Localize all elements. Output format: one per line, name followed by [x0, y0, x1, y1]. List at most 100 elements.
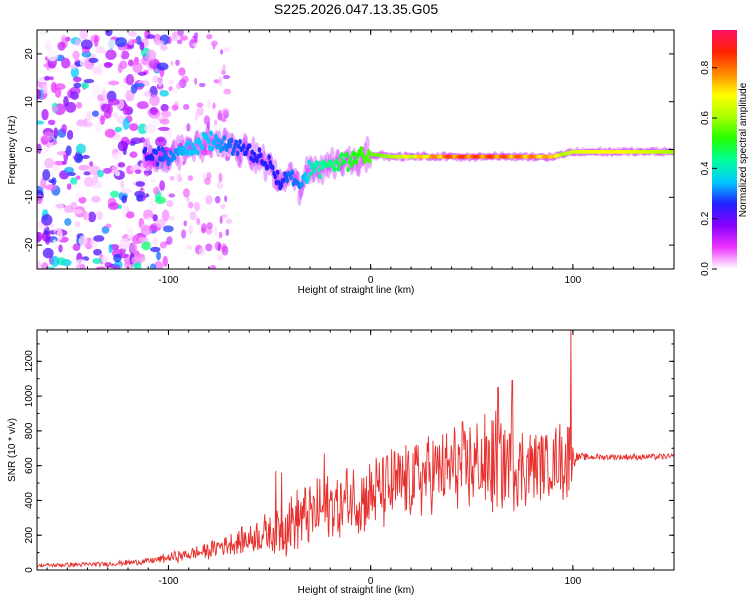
spectrogram-noise-blob	[42, 247, 54, 259]
x-tick-label: -100	[158, 275, 178, 286]
y-tick-label: 1000	[24, 385, 35, 408]
spectrogram-halo	[320, 166, 325, 186]
spectrogram-noise-blob	[80, 39, 93, 50]
spectrogram-noise-blob	[113, 265, 120, 269]
spectrogram-noise-blob	[56, 151, 68, 156]
spectrogram-noise-blob	[145, 49, 157, 61]
spectrogram-noise-blob	[96, 169, 104, 178]
spectrogram-noise-blob	[213, 226, 218, 236]
spectrogram-noise-blob	[159, 90, 170, 97]
spectrogram-noise-blob	[206, 33, 213, 40]
spectrogram-noise-blob	[65, 36, 71, 42]
spectrogram-noise-blob	[175, 59, 180, 66]
spectrogram-x-axis-label: Height of straight line (km)	[298, 285, 415, 296]
colorbar-tick-label: 0.8	[700, 60, 711, 74]
spectrogram-noise-blob	[182, 188, 190, 198]
spectrogram-ridge-cell	[346, 166, 350, 173]
spectrogram-noise-blob	[133, 48, 139, 55]
spectrogram-noise-blob	[213, 79, 220, 84]
spectrogram-noise-blob	[157, 126, 170, 131]
spectrogram-noise-blob	[188, 224, 194, 235]
spectrogram-ridge-cell	[332, 166, 337, 173]
spectrogram-noise-blob	[217, 242, 221, 252]
spectrogram-noise-blob	[72, 50, 80, 60]
spectrogram-noise-blob	[69, 64, 77, 70]
spectrogram-noise-blob	[92, 258, 102, 265]
spectrogram-noise-blob	[220, 49, 224, 55]
spectrogram-noise-blob	[119, 60, 128, 70]
spectrogram-noise-blob	[196, 106, 204, 117]
spectrogram-noise-blob	[122, 117, 130, 130]
spectrogram-noise-blob	[117, 140, 129, 152]
spectrogram-noise-blob	[130, 84, 138, 94]
spectrogram-noise-blob	[160, 103, 169, 112]
spectrogram-ridge-cell	[190, 142, 195, 149]
spectrogram-noise-blob	[37, 120, 45, 125]
spectrogram-ridge-cell	[195, 149, 200, 156]
spectrogram-ridge-cell	[228, 142, 233, 149]
spectrogram-noise-blob	[178, 67, 186, 76]
spectrogram-noise-blob	[176, 171, 182, 181]
spectrogram-halo	[365, 135, 370, 152]
spectrogram-ridge-cell	[154, 149, 159, 156]
spectrogram-noise-blob	[223, 47, 230, 53]
spectrogram-noise-blob	[218, 172, 223, 183]
spectrogram-noise-blob	[83, 176, 94, 188]
spectrogram-noise-blob	[166, 199, 174, 208]
spectrogram-noise-blob	[211, 124, 219, 129]
spectrogram-noise-blob	[204, 177, 211, 185]
spectrogram-ridge-cell	[290, 169, 295, 176]
spectrogram-noise-blob	[137, 71, 147, 76]
spectrogram-noise-blob	[193, 201, 201, 212]
spectrogram-noise-blob	[225, 228, 230, 237]
colorbar-tick-label: 0.0	[700, 262, 711, 276]
spectrogram-noise-blob	[134, 82, 145, 88]
spectrogram-noise-blob	[56, 257, 67, 266]
spectrogram-noise-blob	[64, 218, 72, 226]
spectrogram-noise-blob	[201, 222, 207, 233]
spectrogram-noise-blob	[108, 80, 120, 86]
spectrogram-noise-blob	[167, 36, 172, 45]
spectrogram-halo	[162, 158, 168, 173]
spectrogram-noise-blob	[52, 239, 58, 250]
spectrogram-noise-blob	[96, 210, 103, 220]
spectrogram-noise-blob	[203, 115, 211, 125]
spectrogram-noise-blob	[104, 128, 116, 138]
spectrogram-noise-blob	[132, 62, 143, 74]
spectrogram-noise-blob	[119, 237, 131, 250]
spectrogram-noise-blob	[73, 153, 84, 164]
spectrogram-noise-blob	[156, 251, 161, 261]
spectrogram-noise-blob	[56, 228, 63, 241]
spectrogram-ridge-cell	[234, 139, 239, 146]
spectrogram-noise-blob	[72, 76, 82, 83]
spectrogram-noise-blob	[37, 143, 42, 154]
spectrogram-noise-blob	[212, 42, 216, 50]
spectrogram-ridge-cell	[355, 153, 360, 160]
spectrogram-ridge-cell	[270, 164, 275, 171]
spectrogram-noise-blob	[194, 111, 199, 122]
spectrogram-noise-blob	[149, 198, 157, 211]
spectrogram-noise-blob	[170, 88, 178, 94]
spectrogram-noise-blob	[225, 218, 233, 225]
spectrogram-noise-blob	[41, 108, 49, 121]
spectrogram-noise-blob	[83, 171, 91, 176]
snr-x-axis-label: Height of straight line (km)	[298, 585, 415, 596]
spectrogram-noise-blob	[141, 241, 151, 251]
spectrogram-ridge-cell	[281, 177, 286, 184]
spectrogram-noise-blob	[205, 227, 213, 235]
spectrogram-noise-blob	[61, 57, 71, 69]
spectrogram-noise-blob	[180, 138, 188, 144]
spectrogram-noise-blob	[112, 112, 119, 119]
spectrogram-noise-blob	[221, 213, 228, 219]
y-tick-label: 10	[24, 96, 35, 108]
spectrogram-ridge-cell	[266, 164, 270, 171]
snr-plot-area	[37, 330, 674, 570]
spectrogram-ridge-cell	[342, 159, 347, 166]
spectrogram-ridge-cell	[337, 161, 342, 168]
spectrogram-ridge-cell	[210, 145, 214, 152]
spectrogram-noise-blob	[81, 154, 90, 159]
spectrogram-noise-blob	[214, 196, 221, 204]
spectrogram-noise-blob	[126, 226, 134, 236]
spectrogram-noise-blob	[121, 204, 128, 216]
spectrogram-noise-blob	[119, 187, 132, 194]
